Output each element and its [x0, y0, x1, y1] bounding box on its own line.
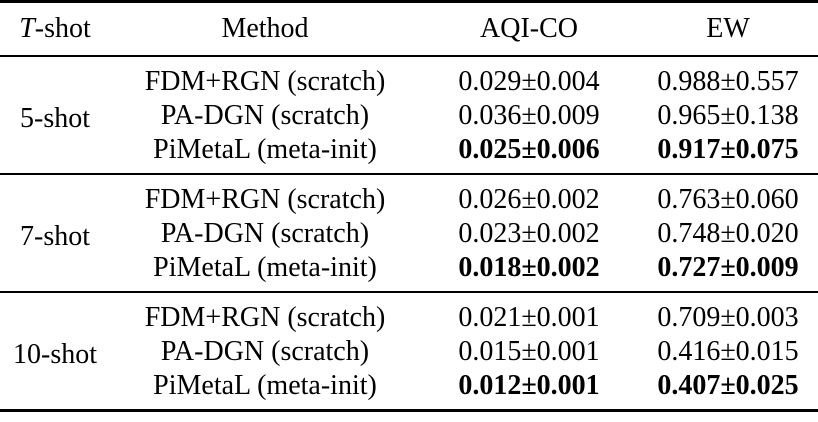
ew-cell: 0.988±0.557	[638, 55, 818, 99]
ew-cell: 0.748±0.020	[657, 218, 799, 249]
table-row: 10-shot FDM+RGN (scratch) 0.021±0.001 0.709…	[0, 291, 818, 412]
header-row: T-shot Method AQI-CO EW	[0, 0, 818, 56]
results-table: T-shot Method AQI-CO EW 5-shot FDM+RGN (s…	[0, 0, 818, 412]
aqi-co-cell: 0.036±0.009	[458, 100, 600, 131]
table-row: PA-DGN (scratch) 0.036±0.009 0.965±0.138	[0, 99, 818, 133]
shot-cell: 5-shot	[0, 55, 110, 174]
method-cell: PA-DGN (scratch)	[160, 336, 370, 367]
aqi-co-cell: 0.026±0.002	[420, 173, 638, 217]
header-aqi-co: AQI-CO	[420, 0, 638, 56]
header-method: Method	[110, 0, 420, 56]
aqi-co-cell: 0.029±0.004	[420, 55, 638, 99]
method-cell: PA-DGN (scratch)	[160, 218, 370, 249]
shot-cell: 10-shot	[0, 291, 110, 412]
aqi-co-cell: 0.021±0.001	[420, 291, 638, 335]
aqi-co-cell: 0.012±0.001	[420, 369, 638, 412]
table-row: PA-DGN (scratch) 0.023±0.002 0.748±0.020	[0, 217, 818, 251]
table-row: PA-DGN (scratch) 0.015±0.001 0.416±0.015	[0, 335, 818, 369]
aqi-co-cell: 0.025±0.006	[458, 134, 600, 165]
ew-cell: 0.727±0.009	[657, 252, 799, 283]
ew-cell: 0.709±0.003	[638, 291, 818, 335]
method-cell: FDM+RGN (scratch)	[110, 291, 420, 335]
method-cell: PiMetaL (meta-init)	[110, 369, 420, 412]
aqi-co-cell: 0.023±0.002	[458, 218, 600, 249]
method-cell: PiMetaL (meta-init)	[153, 134, 377, 165]
ew-cell: 0.407±0.025	[638, 369, 818, 412]
shot-cell: 7-shot	[0, 173, 110, 292]
ew-cell: 0.763±0.060	[638, 173, 818, 217]
method-cell: PA-DGN (scratch)	[160, 100, 370, 131]
header-shot: T-shot	[0, 0, 110, 56]
header-shot-suffix: -shot	[34, 13, 91, 44]
method-cell: FDM+RGN (scratch)	[110, 173, 420, 217]
header-shot-var: T	[19, 13, 35, 44]
ew-cell: 0.416±0.015	[657, 336, 799, 367]
table-row: 7-shot FDM+RGN (scratch) 0.026±0.002 0.763±…	[0, 173, 818, 292]
table-row: 5-shot FDM+RGN (scratch) 0.029±0.004 0.988±…	[0, 55, 818, 174]
table-row: PiMetaL (meta-init) 0.025±0.006 0.917±0.07…	[0, 133, 818, 174]
ew-cell: 0.965±0.138	[657, 100, 799, 131]
method-cell: FDM+RGN (scratch)	[110, 55, 420, 99]
method-cell: PiMetaL (meta-init)	[153, 252, 377, 283]
aqi-co-cell: 0.018±0.002	[458, 252, 600, 283]
ew-cell: 0.917±0.075	[657, 134, 799, 165]
table-row: PiMetaL (meta-init) 0.018±0.002 0.727±0.00…	[0, 251, 818, 292]
aqi-co-cell: 0.015±0.001	[458, 336, 600, 367]
results-body: 5-shot FDM+RGN (scratch) 0.029±0.004 0.988±…	[0, 55, 818, 412]
header-ew: EW	[638, 0, 818, 56]
table-row: PiMetaL (meta-init) 0.012±0.001 0.407±0.02…	[0, 369, 818, 412]
